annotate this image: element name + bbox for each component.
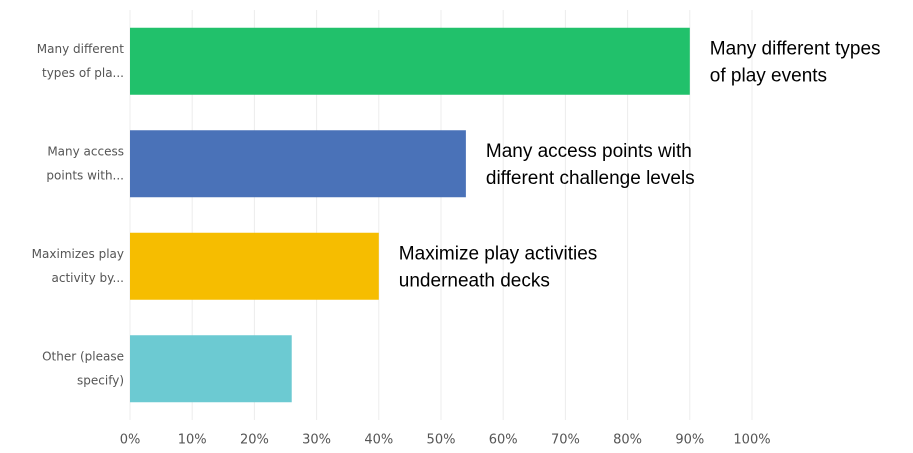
x-tick-label: 0%: [120, 433, 141, 448]
x-tick-label: 90%: [675, 433, 704, 448]
annotation: of play events: [710, 65, 827, 86]
x-tick-label: 10%: [178, 433, 207, 448]
x-tick-label: 60%: [489, 433, 518, 448]
bar: [130, 27, 690, 95]
bar: [130, 232, 379, 300]
x-tick-label: 30%: [302, 433, 331, 448]
x-tick-label: 80%: [613, 433, 642, 448]
y-tick-label: Many access: [47, 144, 124, 158]
y-tick-label: specify): [77, 373, 124, 387]
bar: [130, 130, 466, 198]
annotation: Many different types: [710, 38, 881, 59]
annotation: Many access points with: [486, 141, 692, 162]
x-tick-label: 20%: [240, 433, 269, 448]
bar: [130, 335, 292, 403]
annotation: underneath decks: [399, 270, 550, 291]
y-tick-label: Many different: [37, 42, 124, 56]
y-tick-label: types of pla...: [42, 66, 124, 80]
x-tick-label: 70%: [551, 433, 580, 448]
y-tick-label: Other (please: [42, 349, 124, 363]
x-tick-label: 100%: [733, 433, 770, 448]
y-tick-label: Maximizes play: [32, 247, 124, 261]
y-tick-label: activity by...: [52, 271, 125, 285]
annotation: different challenge levels: [486, 168, 695, 189]
x-tick-label: 50%: [427, 433, 456, 448]
x-tick-label: 40%: [364, 433, 393, 448]
y-tick-label: points with...: [46, 168, 124, 182]
annotation: Maximize play activities: [399, 243, 598, 264]
